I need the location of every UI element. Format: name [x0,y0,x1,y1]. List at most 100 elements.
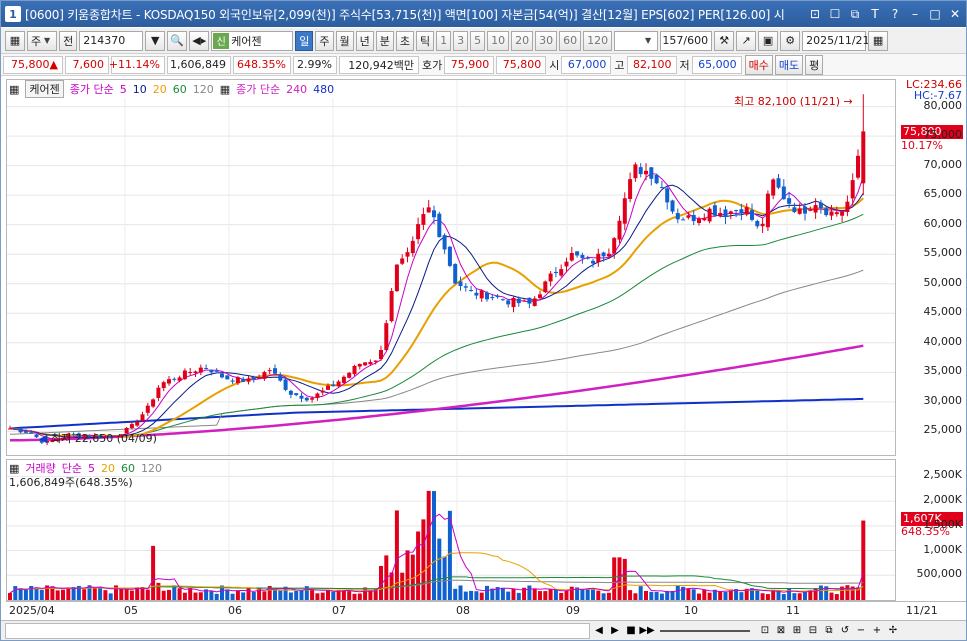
interval-button-20[interactable]: 20 [511,30,534,51]
text-icon[interactable]: T [871,7,879,21]
buy-button[interactable]: 매수 [744,54,773,75]
settings-tool-icon[interactable]: ⚒ [714,30,735,51]
prev-button[interactable]: 전 [59,30,78,51]
save-icon[interactable]: ▣ [758,30,779,51]
stock-name-field[interactable]: 신 케어젠 [211,30,294,51]
period-button-month[interactable]: 월 [335,30,354,51]
interval-button-5[interactable]: 5 [470,30,486,51]
draw-tool-icon[interactable]: ↗ [736,30,757,51]
code-dropdown-icon[interactable]: ▼ [145,30,166,51]
period-type-select[interactable]: 주 ▼ [27,30,58,51]
interval-button-60[interactable]: 60 [559,30,582,51]
scroll-left-icon[interactable]: ◀ [595,625,603,636]
maximize-button[interactable]: □ [929,7,941,21]
candle-body [463,286,468,288]
price-y-axis[interactable]: LC:234.66 HC:-7.67 75,800 10.17% 80,000 7… [897,78,966,456]
x-label: 05 [124,604,138,617]
zoom-in-icon[interactable]: + [872,625,882,636]
gear-icon[interactable]: ⚙ [780,30,801,51]
period-button-day[interactable]: 일 [295,30,314,51]
tile-icon[interactable]: ⧉ [850,6,860,21]
candle-body [315,393,320,398]
chevron-down-icon: ▼ [44,36,51,45]
period-button-week[interactable]: 주 [315,30,334,51]
candle-body [198,367,203,373]
zoom-tool-icon-2[interactable]: ⊠ [776,625,786,636]
candle-body [124,427,129,434]
legend-menu-icon-2[interactable]: ▦ [219,82,231,96]
speaker-icon[interactable]: ◀▸ [189,30,210,51]
period-button-second[interactable]: 초 [395,30,414,51]
candle-body [538,294,542,298]
play-icon[interactable]: ▶▶ [639,625,655,636]
volume-legend-ma5: 5 [88,461,96,475]
count-field[interactable]: 157/600 [660,30,713,51]
volume-bar [326,589,330,600]
candle-body [50,440,55,443]
sell-button[interactable]: 매도 [774,54,804,75]
interval-button-10[interactable]: 10 [487,30,510,51]
up-arrow-icon: ▲ [49,58,58,71]
date-field[interactable]: 2025/11/21 [802,30,870,51]
period-button-minute[interactable]: 분 [375,30,394,51]
window-icon[interactable]: ☐ [829,7,841,21]
interval-button-3[interactable]: 3 [453,30,469,51]
eval-button[interactable]: 평 [805,54,824,75]
candle-body [718,212,723,216]
scroll-right-icon[interactable]: ▶ [611,625,619,636]
candle-body [257,377,262,379]
interval-button-1[interactable]: 1 [436,30,452,51]
price-change: 7,600 [65,55,109,74]
close-button[interactable]: ✕ [949,7,961,21]
candle-body [288,390,293,395]
zoom-tool-icon-4[interactable]: ⊟ [808,625,818,636]
volume-legend-menu-icon[interactable]: ▦ [9,461,20,475]
interval-select[interactable]: ▼ [614,30,659,51]
help-icon[interactable]: ? [891,7,899,21]
candle-body [363,362,368,366]
volume-bar [612,557,617,600]
volume-bar [394,510,399,600]
candle-body [474,292,479,296]
candle-body [394,264,399,292]
zoom-slider[interactable] [660,629,750,632]
zoom-tool-icon-5[interactable]: ⧉ [825,625,833,636]
price-y-tick: 55,000 [923,246,963,260]
bid-price: 75,800 [496,55,547,74]
legend-menu-icon[interactable]: ▦ [9,82,20,96]
toolbar-grid-icon[interactable]: ▦ [5,30,25,51]
interval-button-120[interactable]: 120 [583,30,613,51]
move-icon[interactable]: ✢ [888,625,898,636]
candle-body [580,254,585,259]
search-icon[interactable]: 🔍 [167,30,188,51]
price-chart-pane[interactable]: ▦ 케어젠 종가 단순 5 10 20 60 120 ▦ 종가 단순 240 4… [6,79,896,456]
minimize-button[interactable]: – [912,7,918,21]
interval-button-30[interactable]: 30 [535,30,558,51]
candle-body [426,207,431,213]
zoom-tool-icon[interactable]: ⊡ [760,625,770,636]
candle-body [23,431,28,433]
volume-bar [829,592,834,600]
reset-icon[interactable]: ↺ [840,625,850,636]
stock-code-input[interactable]: 214370 [79,30,144,51]
restore-icon[interactable]: ⊡ [809,7,821,21]
price-y-tick: 35,000 [923,364,963,378]
calendar-icon[interactable]: ▦ [868,30,889,51]
ask-price: 75,900 [444,55,495,74]
volume-bar [129,590,134,600]
volume-y-axis[interactable]: 1,607K 648.35% 2,500K 2,000K 1,500K 1,000K 5… [897,459,966,601]
candle-body [267,370,272,372]
zoom-tool-icon-3[interactable]: ⊞ [792,625,802,636]
volume-bar [474,591,479,600]
zoom-out-icon[interactable]: − [856,625,866,636]
candle-body [278,375,283,381]
volume-bar [267,585,272,600]
legend-stock-name[interactable]: 케어젠 [25,80,64,98]
volume-chart-pane[interactable]: ▦ 거래량 단순 5 20 60 120 1,606,849주(648.35%) [6,459,896,601]
stop-icon[interactable]: ■ [626,625,636,636]
scroll-track[interactable] [5,622,590,639]
period-button-tick[interactable]: 틱 [416,30,435,51]
period-button-year[interactable]: 년 [355,30,374,51]
window-number[interactable]: 1 [5,6,21,22]
volume-bar [856,587,860,600]
